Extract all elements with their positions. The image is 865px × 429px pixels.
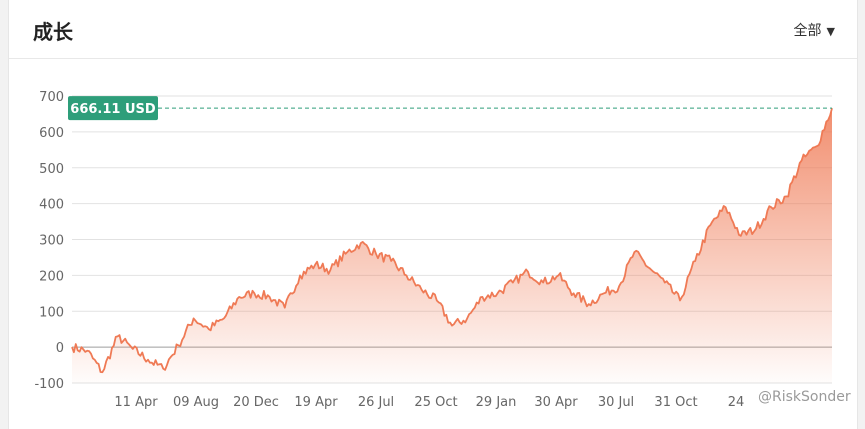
area-fill: [72, 108, 832, 383]
card-header: 成长 全部 ▼: [9, 0, 857, 59]
x-tick-label: 25 Oct: [414, 395, 457, 410]
x-tick-label: 20 Dec: [233, 395, 279, 410]
y-tick-label: 700: [39, 90, 64, 105]
current-value-badge: [68, 96, 158, 121]
y-tick-label: 600: [39, 126, 64, 141]
x-tick-label: 30 Jul: [598, 395, 634, 410]
y-tick-label: 500: [39, 162, 64, 177]
y-tick-label: 400: [39, 198, 64, 213]
current-value-label: 666.11 USD: [70, 102, 156, 117]
y-tick-label: 300: [39, 234, 64, 249]
y-tick-label: -100: [34, 377, 64, 392]
x-tick-label: 29 Jan: [476, 395, 517, 410]
x-tick-label: 30 Apr: [534, 395, 578, 410]
x-tick-label: 19 Apr: [294, 395, 338, 410]
y-tick-label: 200: [39, 269, 64, 284]
page-title: 成长: [33, 20, 73, 44]
x-tick-label: 31 Oct: [654, 395, 697, 410]
x-tick-label: 11 Apr: [114, 395, 158, 410]
period-filter-dropdown[interactable]: 全部 ▼: [794, 20, 835, 40]
x-tick-label: 24: [728, 395, 745, 410]
y-tick-label: 0: [56, 341, 64, 356]
x-tick-label: 26 Jul: [358, 395, 394, 410]
y-tick-label: 100: [39, 305, 64, 320]
watermark: @RiskSonder: [758, 389, 851, 405]
period-filter-label: 全部: [793, 23, 822, 39]
series-line: [71, 107, 833, 374]
x-tick-label: 09 Aug: [173, 395, 219, 410]
chevron-down-icon: ▼: [826, 25, 835, 38]
